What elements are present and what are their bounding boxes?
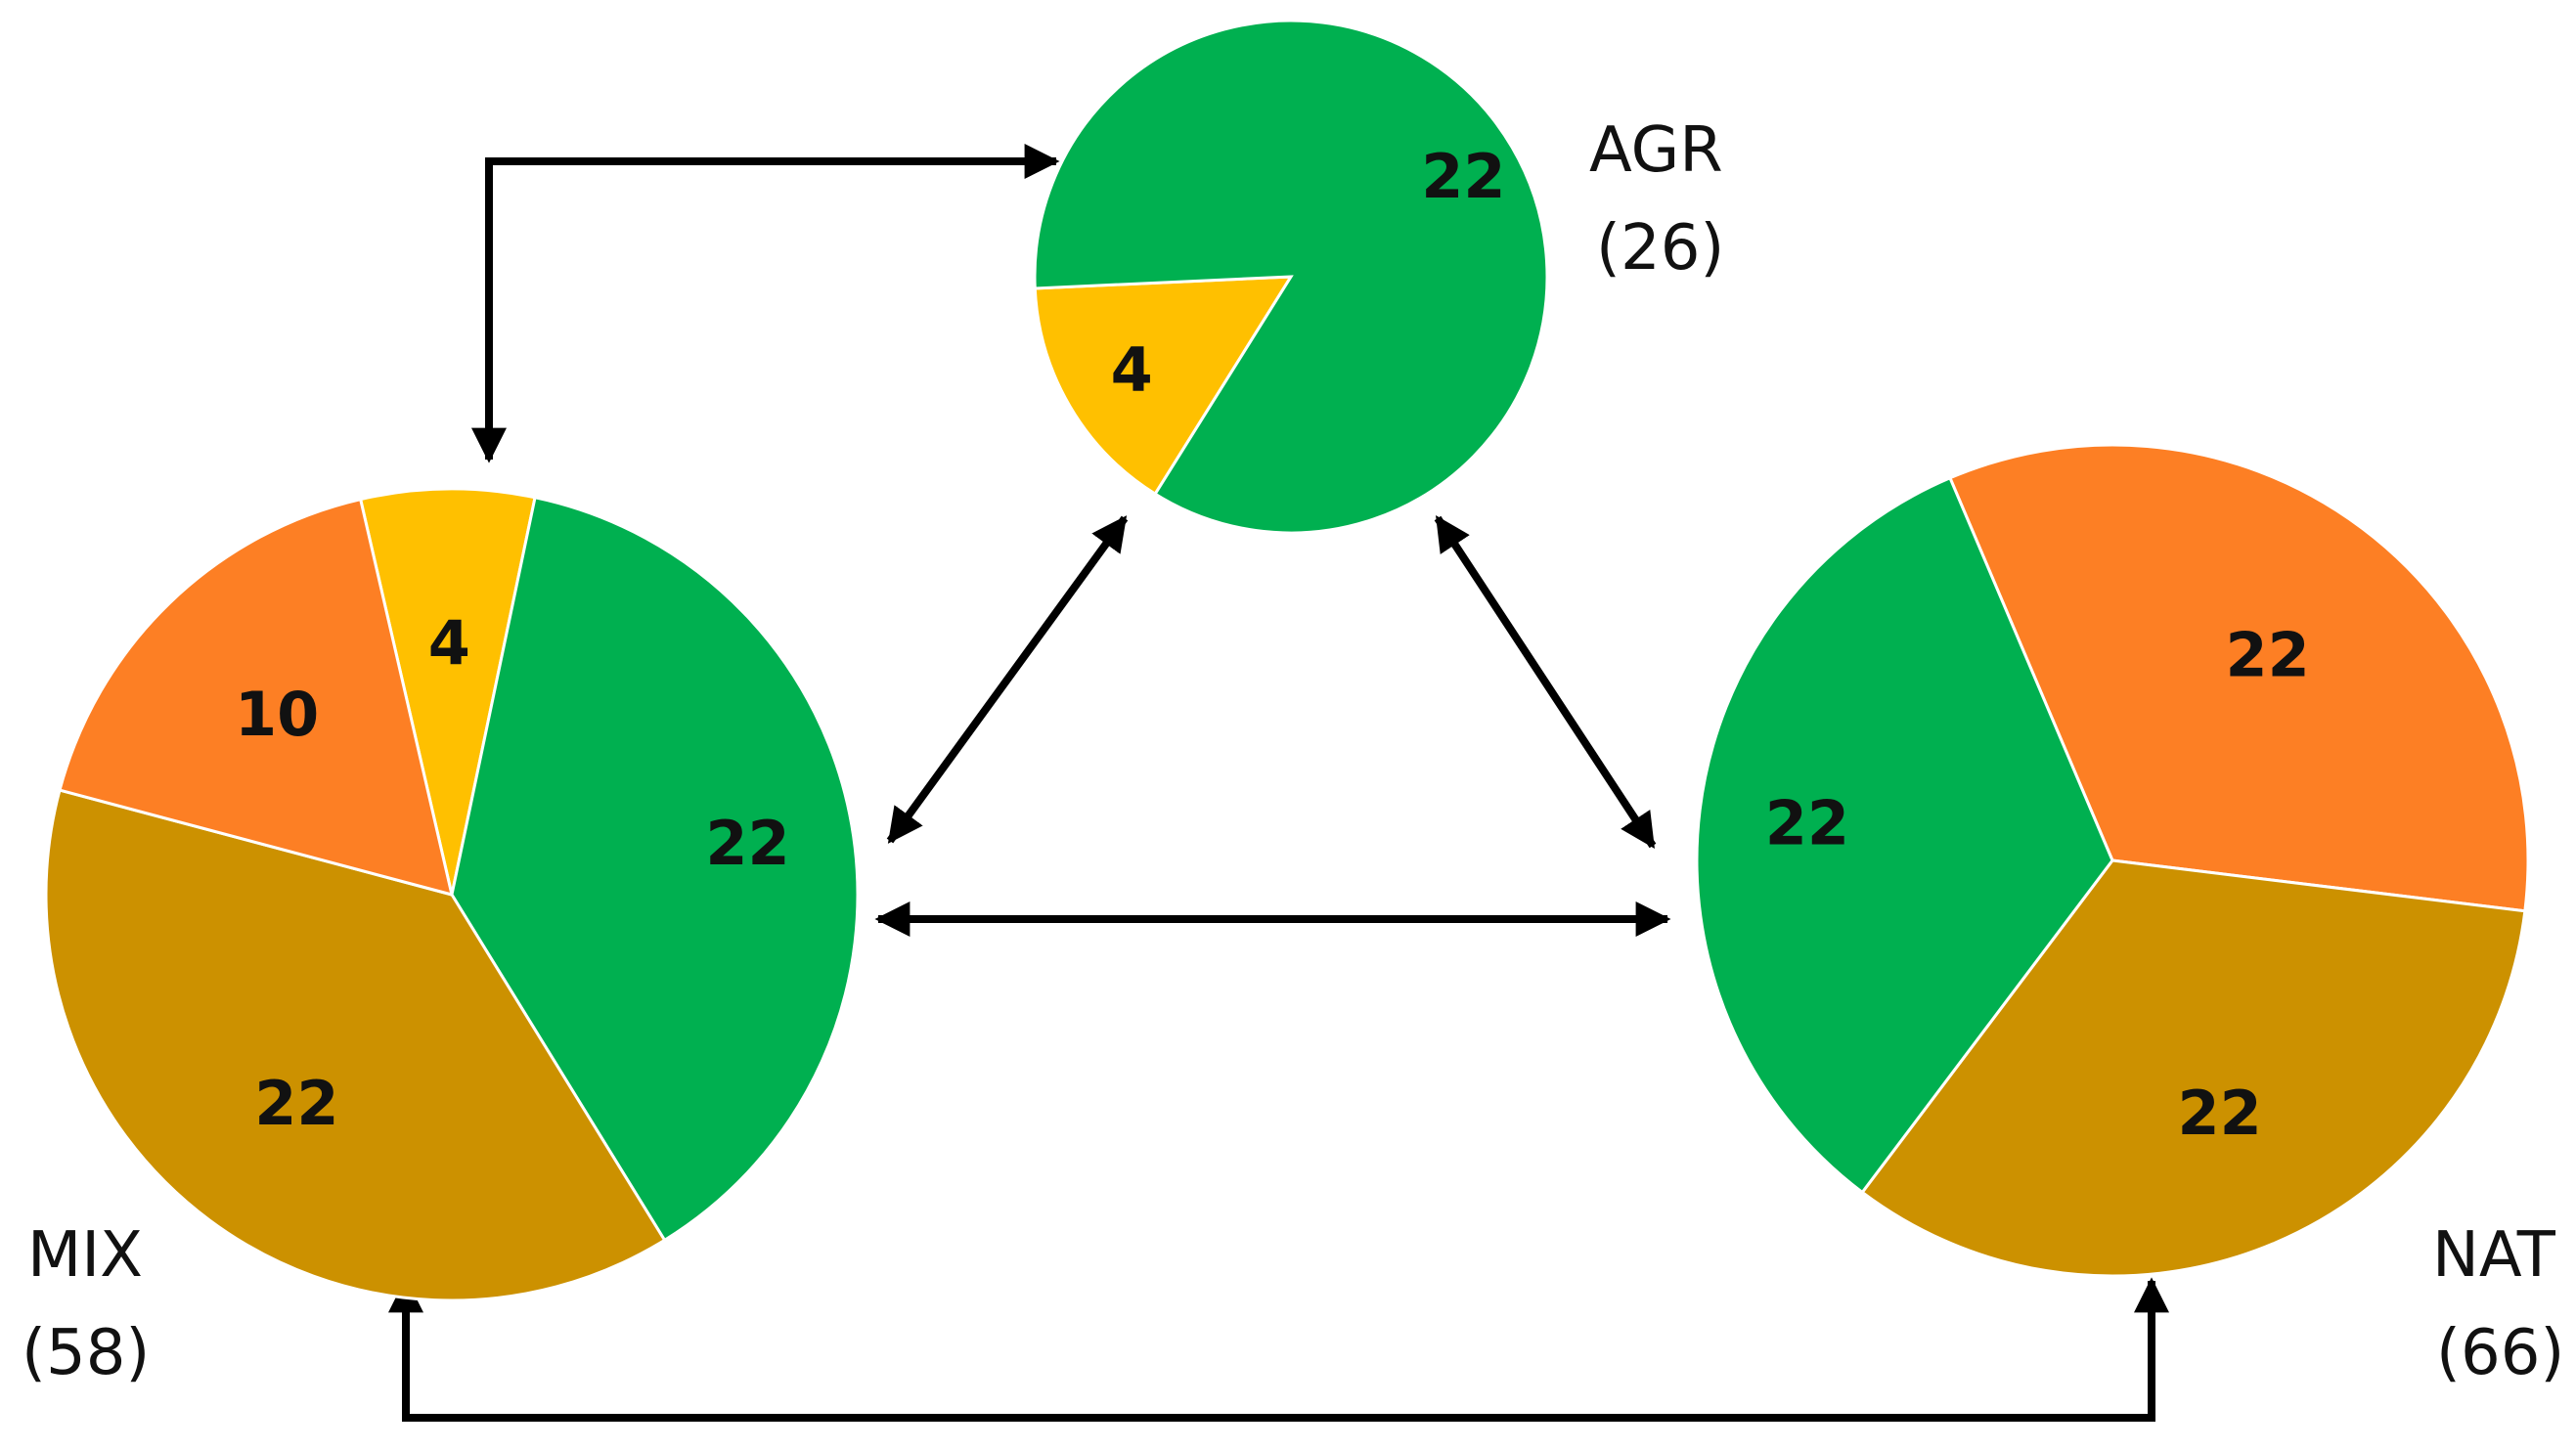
- pie-agr: 4 22: [1033, 19, 1549, 535]
- agr-title: AGR: [1589, 114, 1723, 187]
- mix-slice-0: [358, 487, 537, 896]
- mix-slice-1-label: 22: [705, 808, 789, 879]
- arrow-agr-mix: [886, 515, 1129, 844]
- mix-slice-2: [44, 788, 667, 1302]
- agr-slice-1-label: 22: [1421, 141, 1505, 212]
- arrow-mix-nat-bottom: [388, 1277, 2169, 1422]
- nat-slice-1-label: 22: [2177, 1077, 2261, 1149]
- nat-title: NAT: [2432, 1219, 2556, 1292]
- mix-title: MIX: [27, 1219, 143, 1292]
- nat-slice-0: [1947, 443, 2530, 913]
- mix-count: (58): [22, 1317, 150, 1389]
- nat-count: (66): [2436, 1317, 2564, 1389]
- nat-slice-0-label: 22: [2225, 620, 2309, 691]
- mix-slice-0-label: 4: [428, 608, 470, 680]
- arrow-mix-to-agr: [471, 144, 1060, 463]
- nat-slice-2-label: 22: [1765, 788, 1849, 859]
- connectors: [388, 144, 2169, 1422]
- agr-slice-0: [1033, 275, 1294, 497]
- nat-slice-2: [1695, 475, 2114, 1195]
- agr-slice-1: [1033, 19, 1549, 535]
- nat-slice-1: [1860, 858, 2527, 1278]
- pie-nat: 22 22 22: [1695, 443, 2530, 1278]
- pie-mix: 4 22 22 10: [44, 487, 860, 1302]
- mix-slice-2-label: 22: [254, 1068, 338, 1139]
- arrow-agr-nat: [1434, 514, 1657, 850]
- agr-slice-0-label: 4: [1111, 334, 1153, 406]
- agr-count: (26): [1596, 212, 1724, 285]
- mix-slice-1: [450, 496, 860, 1243]
- mix-slice-3-label: 10: [235, 679, 319, 750]
- mix-slice-3: [58, 497, 455, 898]
